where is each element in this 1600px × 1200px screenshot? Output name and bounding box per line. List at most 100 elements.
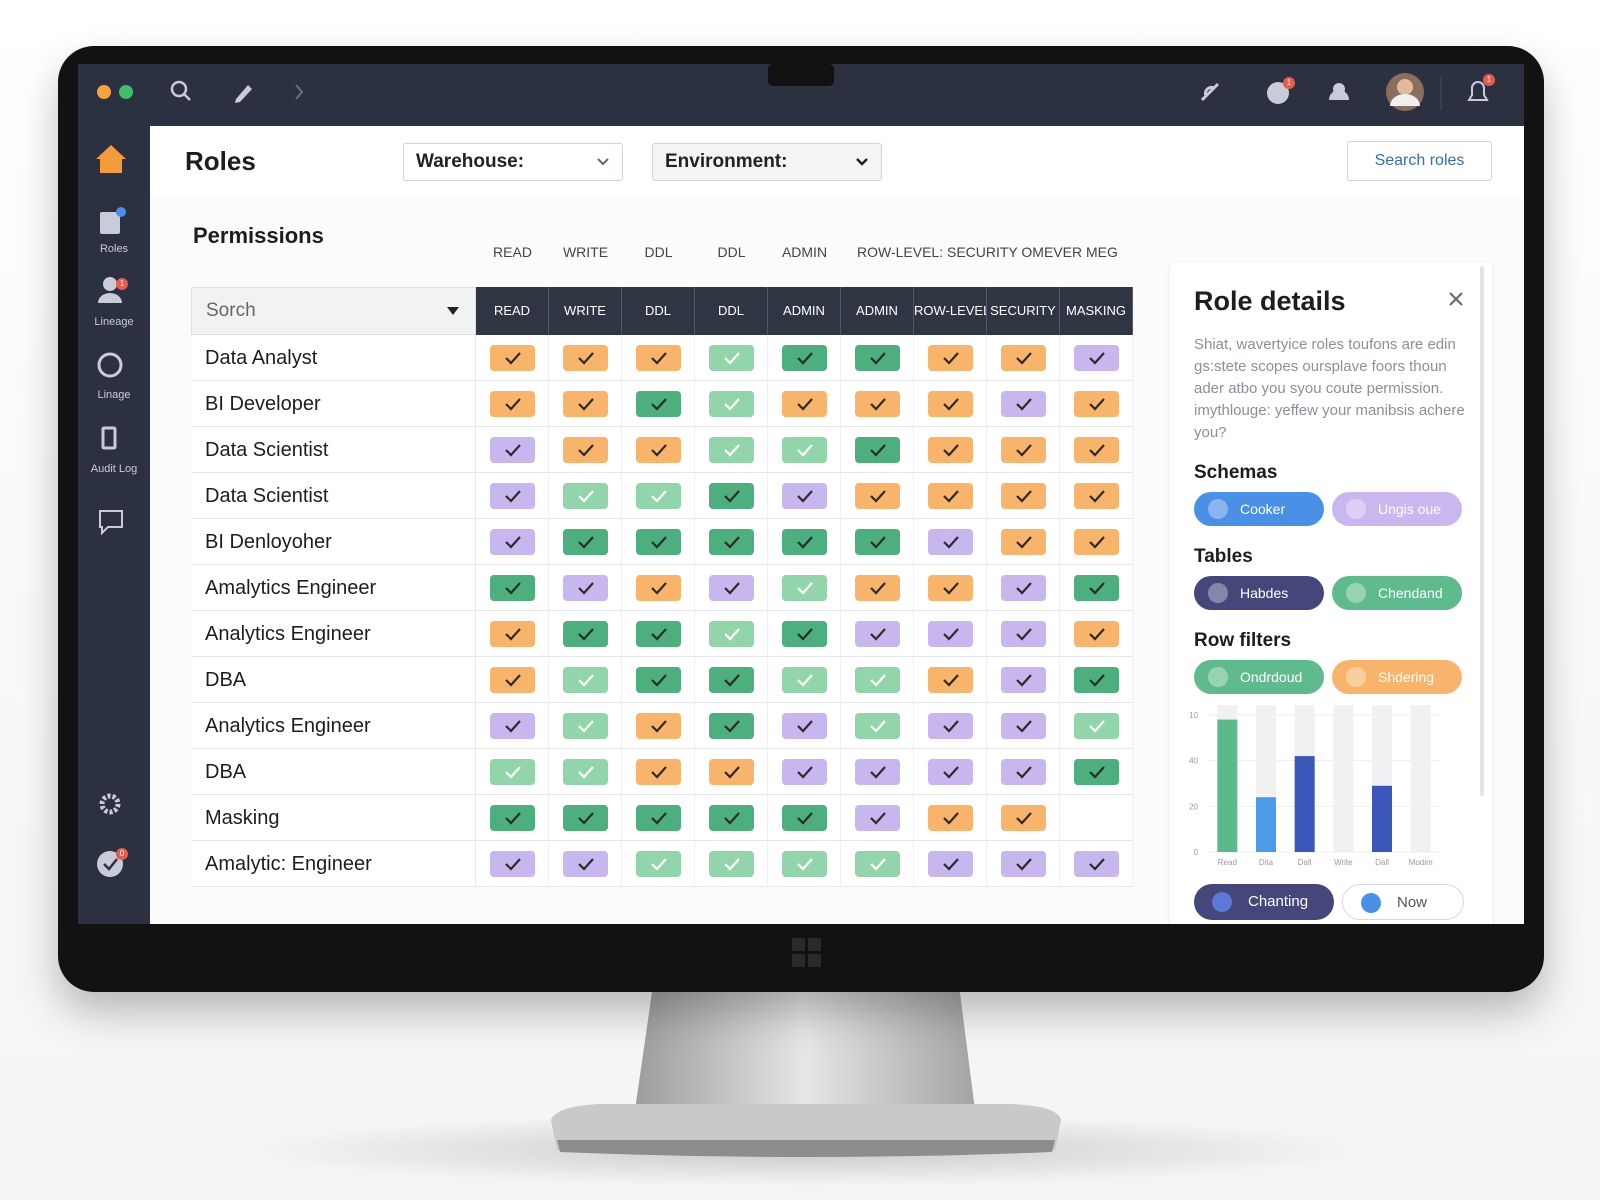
permission-cell[interactable] [987, 657, 1060, 703]
permission-cell[interactable] [987, 519, 1060, 565]
permission-cell[interactable] [622, 335, 695, 381]
permission-cell[interactable] [841, 795, 914, 841]
permission-cell[interactable] [476, 611, 549, 657]
role-search[interactable]: Sorch [191, 287, 476, 335]
permission-cell[interactable] [476, 565, 549, 611]
search-roles-button[interactable]: Search roles [1347, 141, 1492, 181]
permission-cell[interactable] [987, 611, 1060, 657]
permission-cell[interactable] [768, 703, 841, 749]
role-name[interactable]: DBA [191, 657, 476, 703]
permission-cell[interactable] [841, 519, 914, 565]
permission-cell[interactable] [622, 795, 695, 841]
permission-cell[interactable] [1060, 519, 1133, 565]
sidebar-label[interactable]: Audit Log [90, 463, 138, 475]
permission-cell[interactable] [476, 427, 549, 473]
permission-cell[interactable] [1060, 335, 1133, 381]
permission-cell[interactable] [987, 565, 1060, 611]
permission-cell[interactable] [768, 795, 841, 841]
permission-cell[interactable] [549, 427, 622, 473]
permission-cell[interactable] [841, 657, 914, 703]
permission-cell[interactable] [914, 611, 987, 657]
permission-cell[interactable] [695, 611, 768, 657]
permission-cell[interactable] [768, 335, 841, 381]
role-name[interactable]: Data Scientist [191, 473, 476, 519]
chip[interactable]: Cooker [1194, 492, 1324, 526]
role-name[interactable]: Data Analyst [191, 335, 476, 381]
role-name[interactable]: BI Developer [191, 381, 476, 427]
permission-cell[interactable] [914, 427, 987, 473]
permission-cell[interactable] [695, 703, 768, 749]
permission-cell[interactable] [695, 335, 768, 381]
permission-cell[interactable] [841, 703, 914, 749]
permission-cell[interactable] [476, 381, 549, 427]
close-button[interactable] [1449, 292, 1463, 306]
permission-cell[interactable] [914, 381, 987, 427]
permission-cell[interactable] [695, 749, 768, 795]
permission-cell[interactable] [476, 473, 549, 519]
permission-cell[interactable] [768, 473, 841, 519]
permission-cell[interactable] [841, 611, 914, 657]
permission-cell[interactable] [841, 427, 914, 473]
action-button[interactable]: Now [1342, 884, 1464, 920]
chip[interactable]: Habdes [1194, 576, 1324, 610]
permission-cell[interactable] [622, 611, 695, 657]
permission-cell[interactable] [622, 519, 695, 565]
permission-cell[interactable] [1060, 473, 1133, 519]
action-button[interactable]: Chanting [1194, 884, 1334, 920]
chip[interactable]: Chendand [1332, 576, 1462, 610]
permission-cell[interactable] [695, 519, 768, 565]
sidebar-label[interactable]: Linage [97, 389, 131, 401]
permission-cell[interactable] [987, 335, 1060, 381]
permission-cell[interactable] [549, 473, 622, 519]
permission-cell[interactable] [841, 335, 914, 381]
permission-cell[interactable] [768, 657, 841, 703]
chip[interactable]: Ungis oue [1332, 492, 1462, 526]
role-name[interactable]: Amalytic: Engineer [191, 841, 476, 887]
permission-cell[interactable] [914, 841, 987, 887]
chip[interactable]: Ondrdoud [1194, 660, 1324, 694]
permission-cell[interactable] [622, 565, 695, 611]
permission-cell[interactable] [695, 427, 768, 473]
permission-cell[interactable] [768, 519, 841, 565]
role-name[interactable]: Masking [191, 795, 476, 841]
permission-cell[interactable] [549, 381, 622, 427]
permission-cell[interactable] [768, 427, 841, 473]
permission-cell[interactable] [476, 703, 549, 749]
scrollbar[interactable] [1480, 266, 1484, 796]
role-name[interactable]: Analytics Engineer [191, 703, 476, 749]
permission-cell[interactable] [987, 381, 1060, 427]
role-name[interactable]: Amalytics Engineer [191, 565, 476, 611]
permission-cell[interactable] [622, 703, 695, 749]
permission-cell[interactable] [549, 795, 622, 841]
role-name[interactable]: Analytics Engineer [191, 611, 476, 657]
permission-cell[interactable] [841, 565, 914, 611]
permission-cell[interactable] [987, 841, 1060, 887]
permission-cell[interactable] [622, 841, 695, 887]
permission-cell[interactable] [549, 565, 622, 611]
permission-cell[interactable] [476, 749, 549, 795]
permission-cell[interactable] [549, 749, 622, 795]
permission-cell[interactable] [1060, 427, 1133, 473]
permission-cell[interactable] [695, 473, 768, 519]
permission-cell[interactable] [549, 657, 622, 703]
permission-cell[interactable] [1060, 841, 1133, 887]
permission-cell[interactable] [1060, 381, 1133, 427]
permission-cell[interactable] [622, 381, 695, 427]
permission-cell[interactable] [476, 657, 549, 703]
permission-cell[interactable] [768, 611, 841, 657]
permission-cell[interactable] [987, 749, 1060, 795]
permission-cell[interactable] [914, 795, 987, 841]
sidebar-label[interactable]: Lineage [94, 316, 134, 328]
permission-cell[interactable] [768, 749, 841, 795]
permission-cell[interactable] [476, 841, 549, 887]
permission-cell[interactable] [695, 795, 768, 841]
permission-cell[interactable] [695, 381, 768, 427]
permission-cell[interactable] [841, 749, 914, 795]
permission-cell[interactable] [914, 335, 987, 381]
permission-cell[interactable] [476, 335, 549, 381]
role-name[interactable]: Data Scientist [191, 427, 476, 473]
permission-cell[interactable] [1060, 611, 1133, 657]
permission-cell[interactable] [914, 703, 987, 749]
permission-cell[interactable] [1060, 749, 1133, 795]
permission-cell[interactable] [914, 519, 987, 565]
